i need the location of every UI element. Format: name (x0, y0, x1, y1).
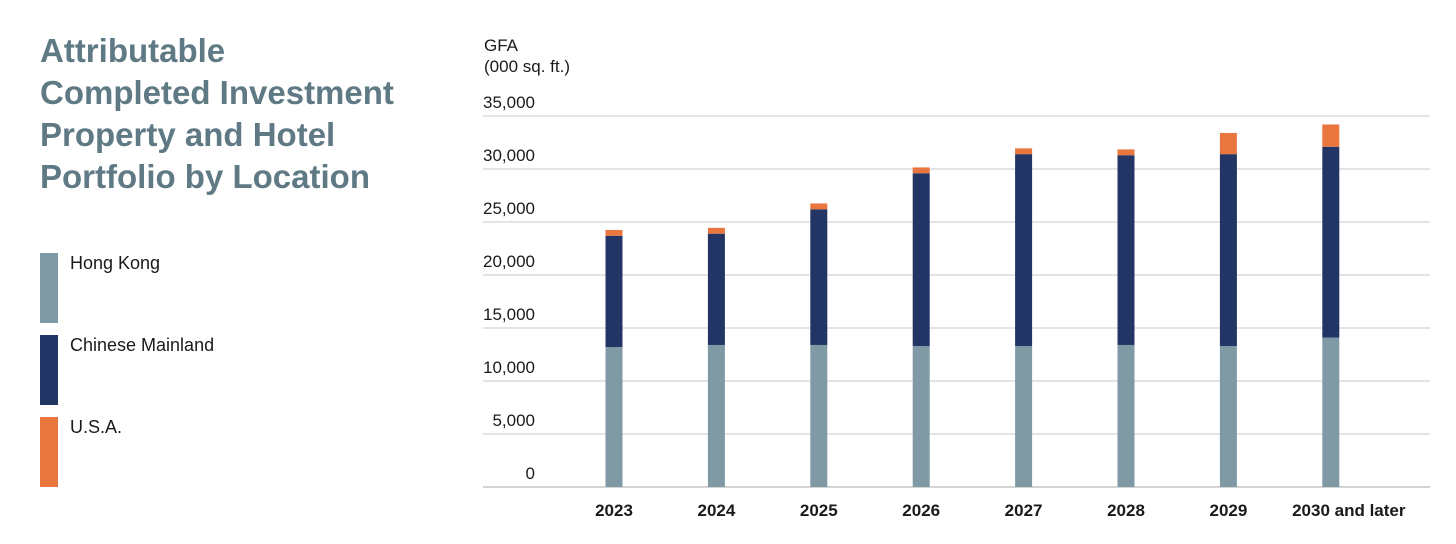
bar-segment-hong-kong (605, 347, 623, 487)
x-tick-label: 2028 (1107, 501, 1145, 520)
legend-label-usa: U.S.A. (70, 417, 123, 437)
bar-segment-chinese-mainland (1015, 154, 1033, 347)
y-tick-label: 35,000 (483, 93, 535, 112)
bar-segment-hong-kong (707, 344, 725, 487)
y-tick-label: 30,000 (483, 146, 535, 165)
legend-swatch-usa (40, 417, 58, 487)
y-tick-label: 0 (526, 464, 535, 483)
legend-label-hong-kong: Hong Kong (70, 253, 161, 273)
bar-segment-chinese-mainland (1322, 146, 1340, 338)
x-tick-label: 2025 (800, 501, 838, 520)
x-tick-label: 2024 (697, 501, 735, 520)
legend-swatch-hong-kong (40, 253, 58, 323)
bar-segment-hong-kong (912, 346, 930, 487)
y-axis-unit-line: (000 sq. ft.) (484, 57, 570, 76)
bar-segment-u-s-a (1015, 148, 1033, 155)
bar-segment-u-s-a (707, 227, 725, 234)
bar-segment-u-s-a (1117, 149, 1135, 156)
chart-title-line: Property and Hotel (40, 116, 336, 153)
y-tick-label: 10,000 (483, 358, 535, 377)
chart-title-line: Portfolio by Location (40, 158, 370, 195)
chart-title-line: Completed Investment (40, 74, 394, 111)
chart-title: Attributable Completed Investment Proper… (40, 30, 420, 198)
y-tick-label: 20,000 (483, 252, 535, 271)
bar-segment-chinese-mainland (605, 235, 623, 348)
y-tick-label: 5,000 (492, 411, 535, 430)
bar-segment-chinese-mainland (1219, 154, 1237, 347)
bar-segment-u-s-a (810, 203, 828, 210)
bar-segment-hong-kong (1322, 337, 1340, 487)
chart-title-line: Attributable (40, 32, 226, 69)
x-tick-label: 2029 (1209, 501, 1247, 520)
x-tick-label: 2026 (902, 501, 940, 520)
bar-segment-chinese-mainland (1117, 155, 1135, 345)
x-tick-label: 2027 (1005, 501, 1043, 520)
bar-segment-chinese-mainland (912, 173, 930, 347)
bar-segment-hong-kong (1015, 346, 1033, 487)
bar-segment-chinese-mainland (810, 209, 828, 345)
y-tick-label: 25,000 (483, 199, 535, 218)
x-tick-label: 2030 and later (1292, 501, 1406, 520)
legend-label-chinese-mainland: Chinese Mainland (70, 335, 215, 355)
bar-segment-hong-kong (810, 344, 828, 487)
y-axis-unit-line: GFA (484, 36, 519, 55)
bar-segment-hong-kong (1117, 344, 1135, 487)
bar-segment-u-s-a (605, 229, 623, 236)
bar-segment-chinese-mainland (707, 233, 725, 345)
y-axis-unit-label: GFA (000 sq. ft.) (484, 35, 570, 77)
bar-segment-hong-kong (1219, 346, 1237, 487)
legend-swatch-chinese-mainland (40, 335, 58, 405)
x-tick-label: 2023 (595, 501, 633, 520)
bar-segment-u-s-a (1219, 132, 1237, 155)
bar-segment-u-s-a (1322, 124, 1340, 147)
y-tick-label: 15,000 (483, 305, 535, 324)
bar-segment-u-s-a (912, 167, 930, 174)
